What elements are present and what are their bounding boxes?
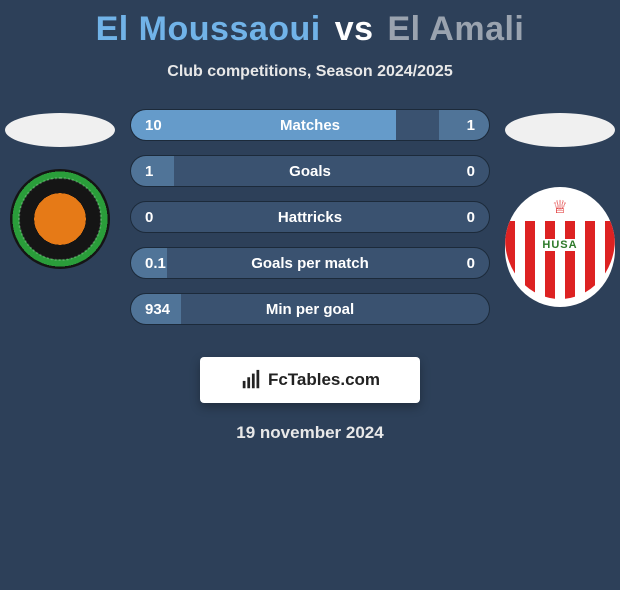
club-badge-left bbox=[10, 169, 110, 269]
stat-label: Goals bbox=[131, 163, 489, 180]
stat-row: 0.1Goals per match0 bbox=[130, 247, 490, 279]
branding-badge: FcTables.com bbox=[200, 357, 420, 403]
stat-row: 934Min per goal bbox=[130, 293, 490, 325]
stat-value-right: 0 bbox=[467, 163, 475, 180]
comparison-panel: ♕ HUSA 10Matches11Goals00Hattricks00.1Go… bbox=[0, 109, 620, 339]
right-player-column: ♕ HUSA bbox=[500, 109, 620, 307]
stats-list: 10Matches11Goals00Hattricks00.1Goals per… bbox=[130, 109, 490, 339]
branding-text: FcTables.com bbox=[268, 370, 380, 390]
stat-value-right: 0 bbox=[467, 255, 475, 272]
comparison-title: El Moussaoui vs El Amali bbox=[0, 10, 620, 49]
club-right-label: HUSA bbox=[539, 239, 580, 251]
stat-row: 1Goals0 bbox=[130, 155, 490, 187]
player1-name: El Moussaoui bbox=[96, 10, 321, 48]
stat-label: Min per goal bbox=[131, 301, 489, 318]
stat-value-right: 1 bbox=[467, 117, 475, 134]
vs-label: vs bbox=[335, 10, 374, 48]
stat-row: 0Hattricks0 bbox=[130, 201, 490, 233]
bar-chart-icon bbox=[240, 369, 262, 391]
badge-stripes bbox=[505, 221, 615, 299]
stat-label: Goals per match bbox=[131, 255, 489, 272]
stat-value-right: 0 bbox=[467, 209, 475, 226]
stat-label: Hattricks bbox=[131, 209, 489, 226]
player1-photo-placeholder bbox=[5, 113, 115, 147]
stat-row: 10Matches1 bbox=[130, 109, 490, 141]
player2-name: El Amali bbox=[387, 10, 524, 48]
snapshot-date: 19 november 2024 bbox=[0, 423, 620, 443]
stat-label: Matches bbox=[131, 117, 489, 134]
player2-photo-placeholder bbox=[505, 113, 615, 147]
crown-icon: ♕ bbox=[552, 197, 568, 218]
left-player-column bbox=[0, 109, 120, 269]
club-badge-right: ♕ HUSA bbox=[505, 187, 615, 307]
subtitle: Club competitions, Season 2024/2025 bbox=[0, 63, 620, 81]
